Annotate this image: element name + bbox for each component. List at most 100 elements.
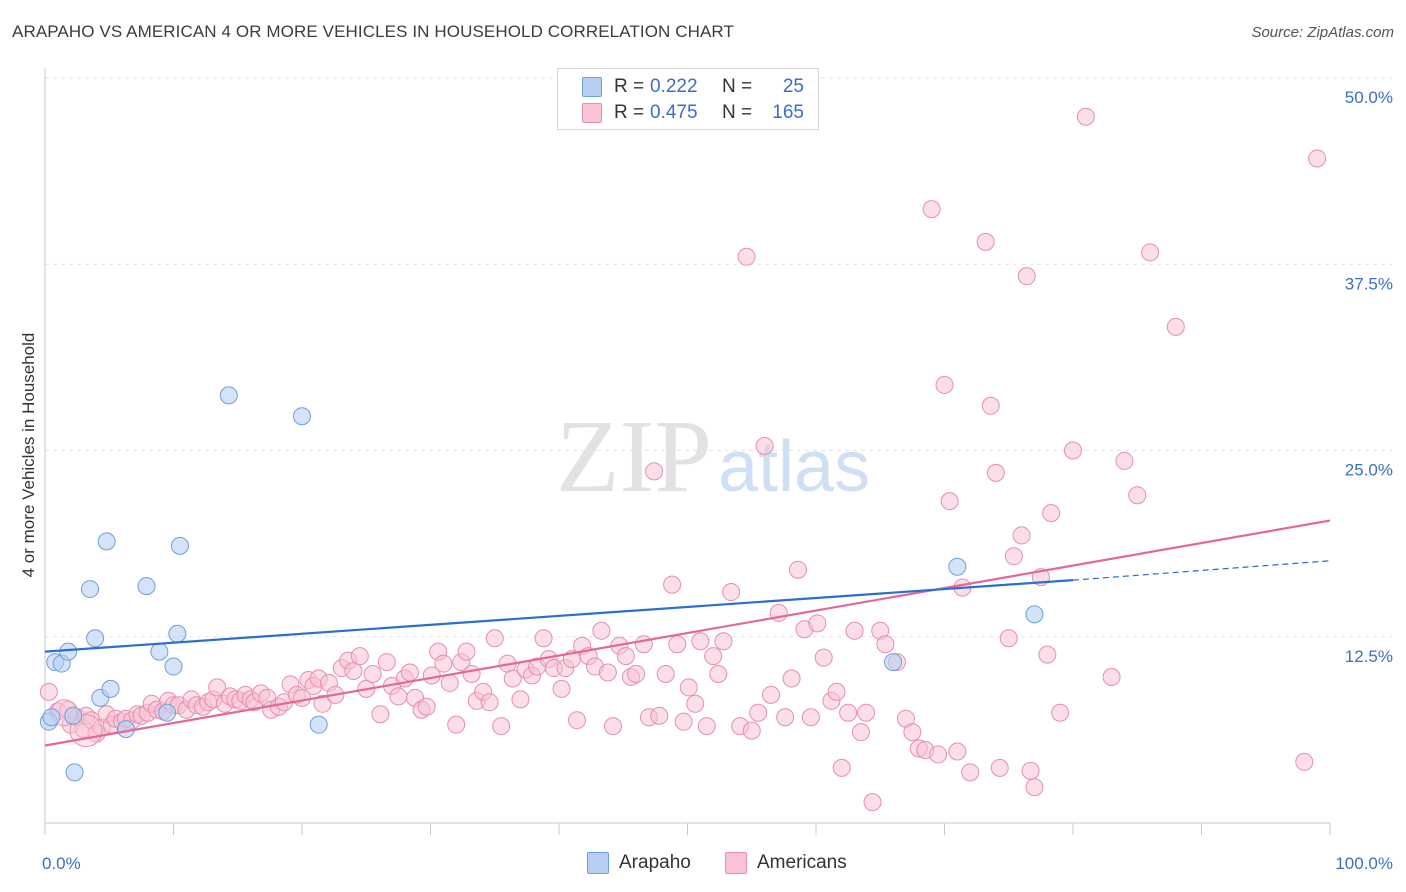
arapaho-point bbox=[137, 577, 156, 596]
americans-point bbox=[485, 629, 504, 648]
arapaho-point bbox=[168, 624, 187, 643]
americans-point bbox=[371, 705, 390, 724]
arapaho-point bbox=[1025, 605, 1044, 624]
arapaho-point bbox=[158, 703, 177, 722]
americans-point bbox=[447, 715, 466, 734]
n-label: N = bbox=[722, 76, 753, 97]
watermark-atlas: atlas bbox=[718, 427, 870, 507]
americans-point bbox=[986, 463, 1005, 482]
americans-point bbox=[627, 665, 646, 683]
americans-point bbox=[400, 663, 419, 682]
americans-trend-line bbox=[44, 519, 1331, 747]
americans-point bbox=[603, 717, 622, 736]
americans-point bbox=[697, 717, 716, 736]
y-tick-label: 50.0% bbox=[1345, 88, 1393, 107]
americans-point bbox=[434, 654, 453, 673]
americans-point bbox=[749, 703, 768, 722]
arapaho-point bbox=[948, 557, 967, 576]
x-tick-label: 100.0% bbox=[1335, 854, 1393, 873]
tick-labels: 12.5% 25.0% 37.5% 50.0% 0.0% 100.0% bbox=[42, 88, 1393, 873]
n-value-americans: 165 bbox=[772, 102, 804, 123]
americans-point bbox=[674, 712, 693, 731]
americans-legend-label: Americans bbox=[757, 852, 847, 873]
americans-point bbox=[663, 575, 682, 594]
americans-point bbox=[313, 694, 332, 713]
r-value-arapaho: 0.222 bbox=[650, 76, 698, 97]
stats-legend: R = 0.222 N = 25 R = 0.475 N = 165 bbox=[557, 68, 819, 130]
americans-point bbox=[592, 621, 611, 640]
americans-point bbox=[440, 673, 459, 692]
arapaho-swatch bbox=[582, 77, 602, 97]
americans-point bbox=[1128, 486, 1147, 505]
americans-point bbox=[776, 708, 795, 727]
americans-point bbox=[650, 706, 669, 725]
arapaho-point bbox=[170, 536, 189, 555]
americans-point bbox=[344, 662, 363, 681]
arapaho-point bbox=[219, 386, 238, 405]
r-label: R = bbox=[614, 76, 645, 97]
americans-point bbox=[457, 642, 476, 661]
americans-point bbox=[704, 647, 723, 666]
americans-swatch bbox=[582, 103, 602, 123]
americans-point bbox=[814, 648, 833, 667]
arapaho-legend-label: Arapaho bbox=[619, 852, 691, 873]
americans-point bbox=[929, 745, 948, 764]
americans-point bbox=[567, 711, 586, 730]
x-tick-label: 0.0% bbox=[42, 854, 81, 873]
americans-point bbox=[1141, 243, 1160, 262]
americans-point bbox=[1042, 504, 1061, 523]
americans-point bbox=[737, 247, 756, 266]
americans-point bbox=[1012, 526, 1031, 545]
americans-point bbox=[39, 682, 58, 701]
americans-point bbox=[679, 678, 698, 697]
chart-title: ARAPAHO VS AMERICAN 4 OR MORE VEHICLES I… bbox=[12, 22, 734, 41]
americans-point bbox=[534, 629, 553, 648]
y-axis-label: 4 or more Vehicles in Household bbox=[19, 333, 38, 578]
source-label: Source: ZipAtlas.com bbox=[1251, 24, 1394, 41]
americans-point bbox=[1076, 107, 1095, 126]
americans-point bbox=[808, 614, 827, 633]
americans-point bbox=[480, 693, 499, 712]
americans-point bbox=[1021, 761, 1040, 780]
americans-point bbox=[940, 492, 959, 511]
americans-point bbox=[691, 632, 710, 651]
grid-lines bbox=[45, 77, 1392, 638]
americans-point bbox=[857, 703, 876, 722]
arapaho-points bbox=[39, 386, 1044, 782]
r-label: R = bbox=[614, 102, 645, 123]
americans-point bbox=[1115, 451, 1134, 470]
americans-point bbox=[686, 694, 705, 713]
arapaho-point bbox=[64, 706, 83, 725]
americans-points bbox=[39, 107, 1327, 812]
americans-point bbox=[876, 635, 895, 654]
y-tick-label: 25.0% bbox=[1345, 461, 1393, 480]
r-value-americans: 0.475 bbox=[650, 102, 698, 123]
americans-point bbox=[832, 758, 851, 777]
americans-point bbox=[903, 723, 922, 742]
arapaho-point bbox=[59, 642, 78, 661]
americans-point bbox=[1166, 317, 1185, 336]
americans-point bbox=[363, 665, 382, 683]
americans-point bbox=[1025, 778, 1044, 797]
legend-item-arapaho[interactable]: Arapaho bbox=[587, 852, 691, 874]
americans-point bbox=[616, 647, 635, 666]
americans-point bbox=[598, 663, 617, 682]
y-tick-label: 37.5% bbox=[1345, 274, 1393, 293]
americans-point bbox=[827, 682, 846, 701]
americans-point bbox=[935, 375, 954, 394]
americans-point bbox=[714, 632, 733, 651]
americans-point bbox=[350, 647, 369, 666]
americans-point bbox=[990, 758, 1009, 777]
americans-point bbox=[948, 742, 967, 761]
americans-point bbox=[722, 583, 741, 602]
americans-point bbox=[845, 621, 864, 640]
americans-point bbox=[1038, 645, 1057, 664]
americans-point bbox=[417, 697, 436, 716]
zipatlas-watermark: ZIP atlas bbox=[556, 399, 870, 514]
arapaho-point bbox=[101, 679, 120, 698]
legend-item-americans[interactable]: Americans bbox=[725, 852, 847, 874]
arapaho-trend-extension bbox=[1072, 560, 1331, 581]
arapaho-point bbox=[116, 720, 135, 739]
legend-row-arapaho: R = 0.222 N = 25 bbox=[582, 75, 804, 99]
